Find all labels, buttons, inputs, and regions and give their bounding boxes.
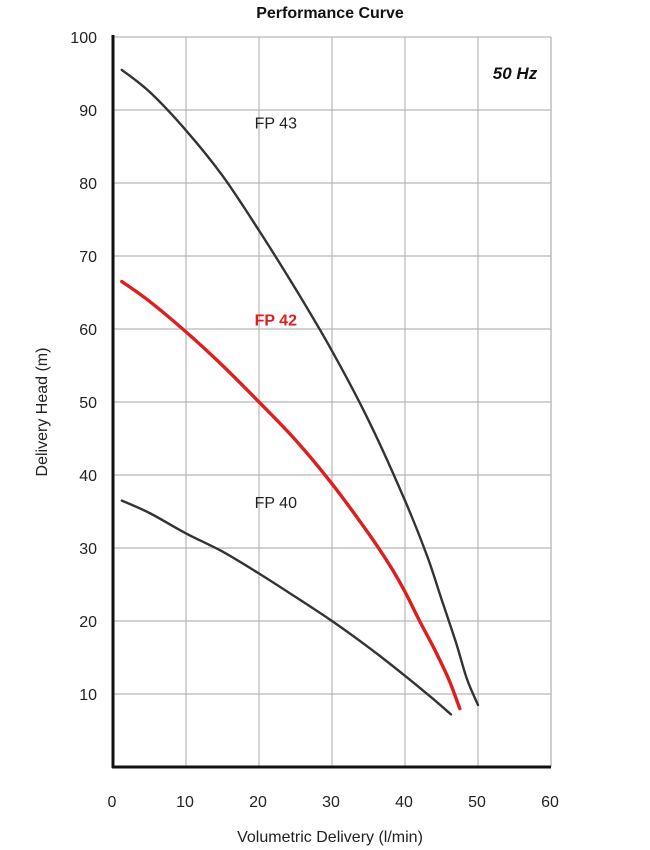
tick-labels: 0 10 20 30 40 50 60 10 20 30 40 50 60 70 80 90 100 xyxy=(70,30,559,811)
grid xyxy=(113,36,552,767)
y-tick-label: 50 xyxy=(79,395,97,412)
series-labels: FP 43 FP 42 FP 40 xyxy=(255,115,298,512)
series-label-fp-40: FP 40 xyxy=(255,495,298,512)
y-tick-label: 70 xyxy=(79,249,97,266)
series-label-fp-42: FP 42 xyxy=(255,312,298,329)
x-tick-label: 50 xyxy=(468,794,486,811)
x-tick-label: 30 xyxy=(322,794,340,811)
y-tick-label: 100 xyxy=(70,30,97,47)
y-tick-label: 60 xyxy=(79,322,97,339)
x-tick-label: 20 xyxy=(249,794,267,811)
y-axis-label: Delivery Head (m) xyxy=(34,348,51,477)
y-tick-label: 40 xyxy=(79,468,97,485)
y-tick-label: 80 xyxy=(79,176,97,193)
x-tick-label: 60 xyxy=(541,794,559,811)
x-tick-label: 10 xyxy=(176,794,194,811)
x-axis-label: Volumetric Delivery (l/min) xyxy=(237,829,423,846)
chart-title: Performance Curve xyxy=(256,5,404,22)
y-tick-label: 30 xyxy=(79,541,97,558)
axes xyxy=(111,35,551,769)
y-tick-label: 20 xyxy=(79,614,97,631)
series-line-fp-43 xyxy=(120,68,480,707)
frequency-annotation: 50 Hz xyxy=(493,64,538,83)
x-tick-label: 0 xyxy=(108,794,117,811)
y-tick-label: 90 xyxy=(79,103,97,120)
x-tick-label: 40 xyxy=(395,794,413,811)
series-label-fp-43: FP 43 xyxy=(255,115,298,132)
y-tick-label: 10 xyxy=(79,687,97,704)
series-lines xyxy=(120,68,480,716)
series-line-fp-42 xyxy=(120,279,462,711)
series-line-fp-40 xyxy=(120,499,453,716)
